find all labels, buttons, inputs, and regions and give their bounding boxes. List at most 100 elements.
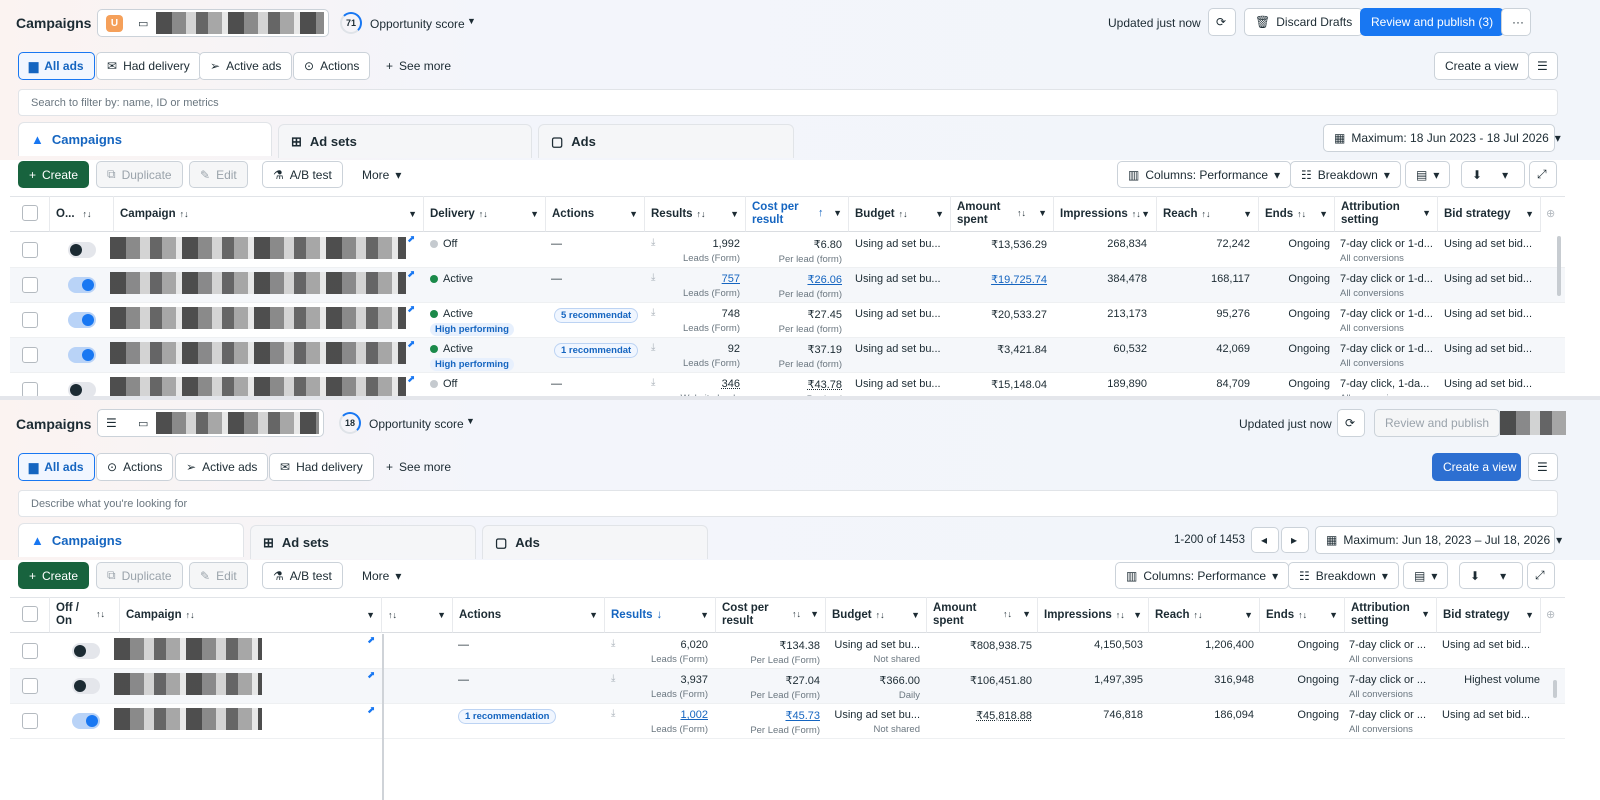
- filter-all-ads[interactable]: ▆ All ads: [18, 52, 95, 80]
- table-row[interactable]: ⬈ Active — ⤓ 757 Leads (Form) ₹26.06 Per lead (…: [10, 268, 1565, 303]
- header-campaign[interactable]: Campaign ↑↓ ▼: [114, 196, 424, 232]
- chevron-down-icon[interactable]: ▼: [467, 16, 476, 26]
- review-publish-button[interactable]: Review and publish (3): [1360, 8, 1505, 36]
- header-results[interactable]: Results ↑↓ ▼: [645, 196, 746, 232]
- account-selector[interactable]: U ▭: [97, 9, 329, 37]
- table-row[interactable]: ⬈ Off — ⤓ 346 Website leads ₹43.78 Per lead Usin…: [10, 373, 1565, 396]
- tab-ads[interactable]: ▢ Ads: [482, 525, 708, 559]
- pin-icon[interactable]: ⬈: [367, 635, 376, 646]
- redacted-campaign-name[interactable]: [110, 377, 406, 396]
- duplicate-button[interactable]: ⧉ Duplicate: [96, 562, 183, 589]
- pin-icon[interactable]: ⬈: [407, 374, 416, 385]
- filter-actions[interactable]: ⊙ Actions: [96, 453, 174, 481]
- header-ends[interactable]: Ends ↑↓ ▼: [1260, 597, 1345, 633]
- tab-ads[interactable]: ▢ Ads: [538, 124, 794, 158]
- edit-button[interactable]: ✎ Edit: [189, 161, 248, 188]
- customize-view-button[interactable]: ☰: [1528, 52, 1558, 80]
- see-more-button[interactable]: + See more: [376, 453, 461, 481]
- search-input[interactable]: Describe what you're looking for: [18, 490, 1558, 517]
- filter-active-ads[interactable]: ➢ Active ads: [199, 52, 293, 80]
- breakdown-dropdown[interactable]: ☷ Breakdown ▾: [1290, 161, 1401, 188]
- breakdown-dropdown[interactable]: ☷ Breakdown ▾: [1288, 562, 1399, 589]
- date-range-picker[interactable]: ▦ Maximum: 18 Jun 2023 - 18 Jul 2026 ▾: [1323, 124, 1561, 152]
- pin-icon[interactable]: ⬈: [407, 339, 416, 350]
- row-checkbox[interactable]: [22, 277, 38, 293]
- customize-view-button[interactable]: ☰: [1528, 453, 1558, 481]
- actions-cell[interactable]: 1 recommendat: [554, 343, 646, 358]
- redacted-campaign-name[interactable]: [110, 342, 406, 364]
- create-view-button[interactable]: Create a view: [1432, 453, 1521, 481]
- status-toggle[interactable]: [68, 382, 96, 396]
- header-actions[interactable]: Actions ▼: [546, 196, 645, 232]
- tab-ad-sets[interactable]: ⊞ Ad sets: [250, 525, 476, 559]
- row-checkbox[interactable]: [22, 643, 38, 659]
- row-checkbox[interactable]: [22, 382, 38, 396]
- pin-icon[interactable]: ⬈: [407, 234, 416, 245]
- pin-icon[interactable]: ⬈: [407, 269, 416, 280]
- add-column-icon[interactable]: ⊕: [1546, 208, 1556, 220]
- table-row[interactable]: ⬈ 1 recommendation ⤓ 1,002 Leads (Form) ₹45.7…: [10, 704, 1565, 739]
- tab-campaigns[interactable]: ▲ Campaigns: [18, 523, 244, 557]
- date-range-picker[interactable]: ▦ Maximum: Jun 18, 2023 – Jul 18, 2026 ▾: [1315, 526, 1562, 554]
- header-delivery-collapsed[interactable]: ↑↓ ▼: [382, 597, 453, 633]
- more-dropdown[interactable]: More ▾: [352, 562, 411, 589]
- chart-view-button[interactable]: ⤢: [1527, 562, 1555, 589]
- header-campaign[interactable]: Campaign ↑↓ ▼: [120, 597, 382, 633]
- status-toggle[interactable]: [72, 678, 100, 694]
- header-amount-spent[interactable]: Amount spent ↑↓ ▼: [951, 196, 1054, 232]
- header-attribution[interactable]: Attribution setting ▼: [1345, 597, 1437, 633]
- reports-dropdown[interactable]: ▤ ▾: [1403, 562, 1449, 589]
- header-onoff[interactable]: Off / On ↑↓: [50, 597, 120, 633]
- table-row[interactable]: ⬈ Active High performing 5 recommendat ⤓ 748 L…: [10, 303, 1565, 338]
- header-bid-strategy[interactable]: Bid strategy ▼: [1437, 597, 1541, 633]
- create-view-button[interactable]: Create a view: [1434, 52, 1530, 80]
- header-reach[interactable]: Reach ↑↓ ▼: [1157, 196, 1259, 232]
- chevron-down-icon[interactable]: ▼: [466, 416, 475, 426]
- vertical-scrollbar[interactable]: [1553, 680, 1557, 698]
- edit-button[interactable]: ✎ Edit: [189, 562, 248, 589]
- refresh-button[interactable]: ⟳: [1337, 409, 1365, 437]
- table-row[interactable]: ⬈ — ⤓ 6,020 Leads (Form) ₹134.38 Per Lead (For…: [10, 634, 1565, 669]
- filter-actions[interactable]: ⊙ Actions: [293, 52, 371, 80]
- account-selector[interactable]: ☰ ▭: [97, 409, 324, 437]
- header-cost-per-result[interactable]: Cost per result ↑ ▼: [746, 196, 849, 232]
- reports-dropdown[interactable]: ▤ ▾: [1405, 161, 1451, 188]
- filter-all-ads[interactable]: ▆ All ads: [18, 453, 95, 481]
- tab-ad-sets[interactable]: ⊞ Ad sets: [278, 124, 532, 158]
- status-toggle[interactable]: [72, 643, 100, 659]
- ab-test-button[interactable]: ⚗ A/B test: [262, 562, 343, 589]
- header-attribution[interactable]: Attribution setting ▼: [1335, 196, 1438, 232]
- header-ends[interactable]: Ends ↑↓ ▼: [1259, 196, 1335, 232]
- status-toggle[interactable]: [68, 312, 96, 328]
- vertical-scrollbar[interactable]: [1557, 236, 1561, 296]
- actions-cell[interactable]: 1 recommendation: [458, 709, 608, 724]
- header-impressions[interactable]: Impressions ↑↓ ▼: [1054, 196, 1157, 232]
- header-delivery[interactable]: Delivery ↑↓ ▼: [424, 196, 546, 232]
- status-toggle[interactable]: [68, 242, 96, 258]
- status-toggle[interactable]: [68, 277, 96, 293]
- header-onoff[interactable]: O... ↑↓: [50, 196, 114, 232]
- row-checkbox[interactable]: [22, 347, 38, 363]
- duplicate-button[interactable]: ⧉ Duplicate: [96, 161, 183, 188]
- more-dropdown[interactable]: More ▾: [352, 161, 411, 188]
- row-checkbox[interactable]: [22, 678, 38, 694]
- status-toggle[interactable]: [68, 347, 96, 363]
- columns-dropdown[interactable]: ▥ Columns: Performance ▾: [1117, 161, 1292, 188]
- review-publish-button[interactable]: Review and publish: [1374, 409, 1501, 437]
- status-toggle[interactable]: [72, 713, 100, 729]
- redacted-campaign-name[interactable]: [114, 673, 262, 695]
- pin-icon[interactable]: ⬈: [407, 304, 416, 315]
- actions-cell[interactable]: 5 recommendat: [554, 308, 646, 323]
- filter-active-ads[interactable]: ➢ Active ads: [175, 453, 269, 481]
- header-impressions[interactable]: Impressions ↑↓ ▼: [1038, 597, 1149, 633]
- redacted-campaign-name[interactable]: [114, 708, 262, 730]
- header-budget[interactable]: Budget ↑↓ ▼: [826, 597, 927, 633]
- redacted-campaign-name[interactable]: [114, 638, 262, 660]
- row-checkbox[interactable]: [22, 242, 38, 258]
- redacted-campaign-name[interactable]: [110, 237, 406, 259]
- add-column-icon[interactable]: ⊕: [1546, 609, 1556, 621]
- redacted-campaign-name[interactable]: [110, 307, 406, 329]
- header-results[interactable]: Results ↓ ▼: [605, 597, 716, 633]
- create-button[interactable]: + Create: [18, 161, 90, 188]
- prev-page-button[interactable]: ◂: [1251, 527, 1279, 553]
